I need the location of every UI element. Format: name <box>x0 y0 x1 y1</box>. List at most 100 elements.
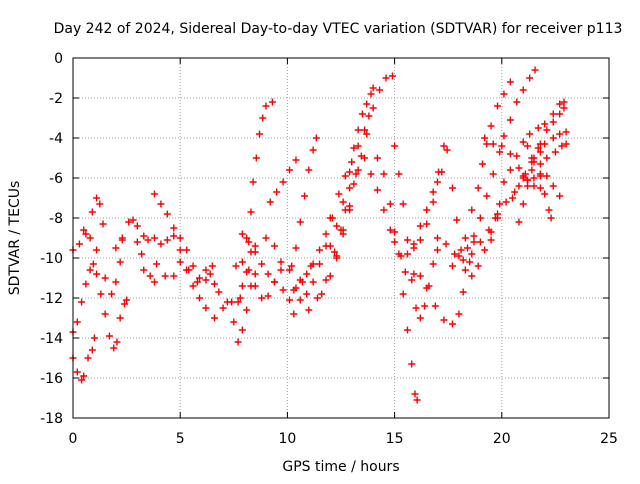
data-point <box>348 158 356 166</box>
data-point <box>448 184 456 192</box>
data-point <box>524 176 532 184</box>
data-point <box>346 184 354 192</box>
data-point <box>232 262 240 270</box>
data-point <box>350 144 358 152</box>
data-point <box>496 148 504 156</box>
data-point <box>410 270 418 278</box>
data-point <box>549 118 557 126</box>
data-point <box>183 246 191 254</box>
data-point <box>361 126 369 134</box>
data-series <box>133 222 148 240</box>
data-point <box>354 166 362 174</box>
data-point <box>560 104 568 112</box>
data-point <box>541 190 549 198</box>
data-point <box>163 236 171 244</box>
data-point <box>468 250 476 258</box>
y-tick-label: -6 <box>49 171 63 187</box>
data-point <box>376 86 384 94</box>
data-series <box>247 98 276 216</box>
data-point <box>416 236 424 244</box>
data-point <box>113 338 121 346</box>
data-point <box>506 166 514 174</box>
data-point <box>435 168 443 176</box>
data-point <box>562 128 570 136</box>
data-point <box>346 168 354 176</box>
data-point <box>290 310 298 318</box>
data-point <box>256 130 264 138</box>
data-point <box>309 260 317 268</box>
y-axis-label: SDTVAR / TECUs <box>7 181 23 296</box>
data-point <box>403 250 411 258</box>
data-point <box>346 202 354 210</box>
data-point <box>399 200 407 208</box>
data-point <box>262 102 270 110</box>
data-point <box>515 164 523 172</box>
y-tick-label: 0 <box>54 51 63 67</box>
data-point <box>88 208 96 216</box>
data-point <box>474 262 482 270</box>
data-point <box>309 146 317 154</box>
data-point <box>536 184 544 192</box>
data-point <box>279 286 287 294</box>
data-point <box>89 260 97 268</box>
data-point <box>440 142 448 150</box>
data-point <box>411 390 419 398</box>
data-point <box>258 294 266 302</box>
data-point <box>373 186 381 194</box>
data-point <box>459 288 467 296</box>
data-point <box>530 174 538 182</box>
data-point <box>401 268 409 276</box>
data-point <box>451 250 459 258</box>
data-point <box>528 166 536 174</box>
y-tick-label: -4 <box>49 131 63 147</box>
data-point <box>97 290 105 298</box>
data-point <box>479 160 487 168</box>
data-point <box>365 112 373 120</box>
data-point <box>442 240 450 248</box>
data-point <box>328 214 336 222</box>
data-point <box>296 276 304 284</box>
data-point <box>519 138 527 146</box>
data-series <box>234 242 259 306</box>
data-point <box>556 130 564 138</box>
data-point <box>82 280 90 288</box>
data-series <box>524 142 555 222</box>
data-point <box>341 172 349 180</box>
data-point <box>176 234 184 242</box>
data-point <box>556 192 564 200</box>
data-point <box>536 172 544 180</box>
data-point <box>511 188 519 196</box>
data-point <box>78 298 86 306</box>
data-point <box>403 326 411 334</box>
data-point <box>380 170 388 178</box>
data-point <box>481 246 489 254</box>
data-point <box>99 220 107 228</box>
data-point <box>116 258 124 266</box>
data-point <box>189 262 197 270</box>
data-point <box>271 278 279 286</box>
data-point <box>195 274 203 282</box>
data-point <box>481 134 489 142</box>
data-point <box>230 318 238 326</box>
data-point <box>395 170 403 178</box>
data-point <box>399 290 407 298</box>
data-point <box>258 260 266 268</box>
data-point <box>133 222 141 230</box>
x-axis-label: GPS time / hours <box>282 459 399 475</box>
data-point <box>354 126 362 134</box>
data-point <box>125 218 133 226</box>
data-point <box>416 272 424 280</box>
data-point <box>433 178 441 186</box>
data-point <box>433 234 441 242</box>
data-point <box>193 278 201 286</box>
data-point <box>243 306 251 314</box>
data-point <box>249 178 257 186</box>
data-point <box>303 290 311 298</box>
data-point <box>429 198 437 206</box>
data-point <box>395 250 403 258</box>
data-point <box>468 272 476 280</box>
data-point <box>170 224 178 232</box>
data-point <box>238 282 246 290</box>
data-point <box>526 74 534 82</box>
data-point <box>433 246 441 254</box>
